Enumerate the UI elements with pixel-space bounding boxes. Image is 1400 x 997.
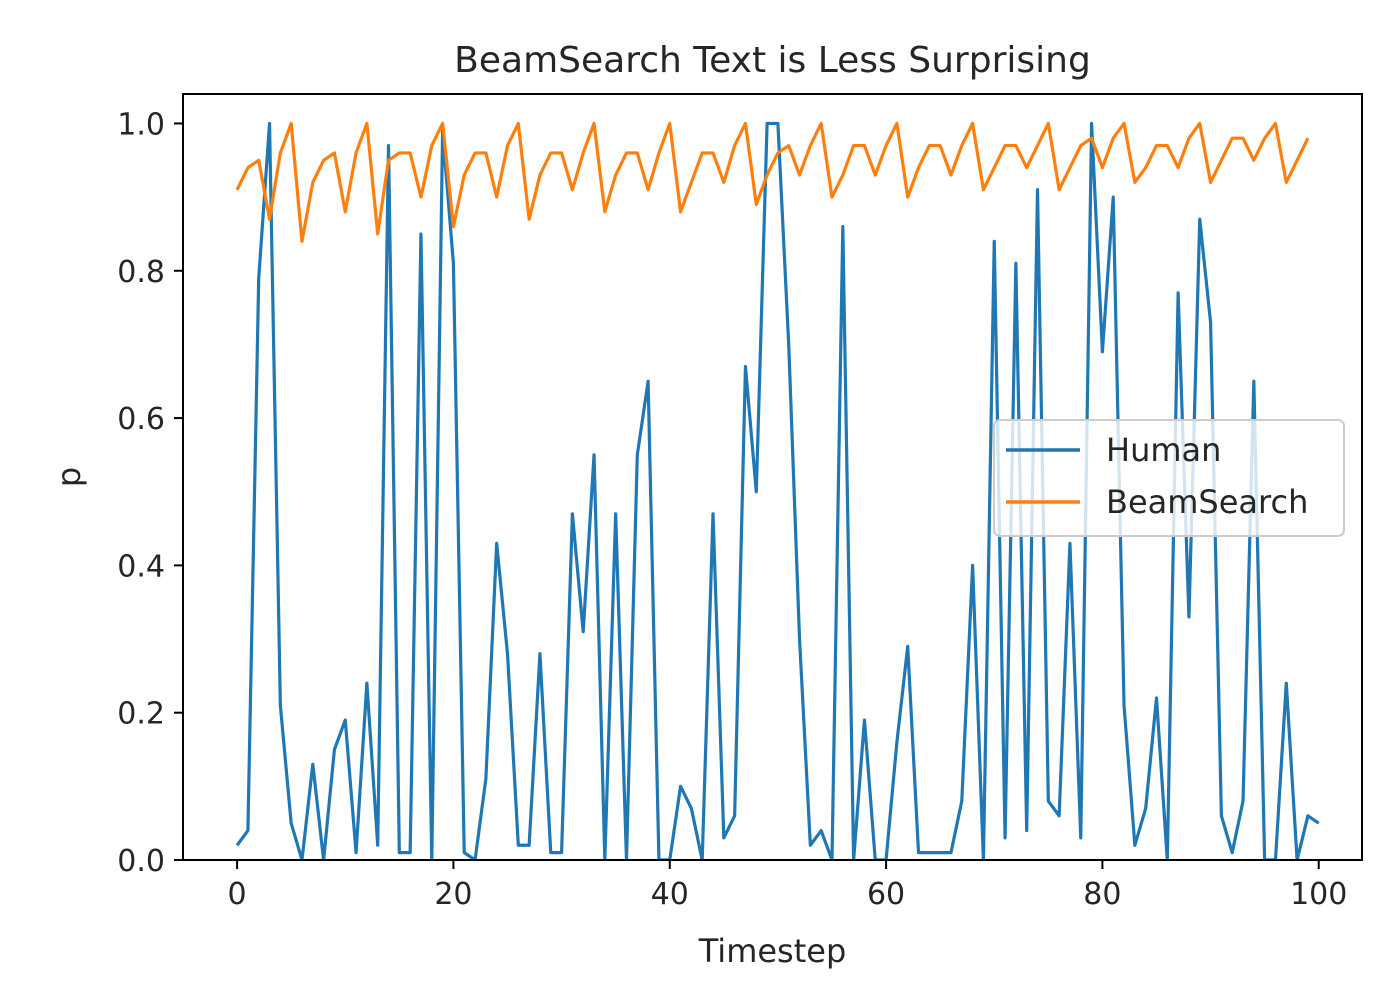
x-tick-label: 100: [1290, 877, 1347, 912]
chart-legend: Human BeamSearch: [993, 419, 1345, 537]
legend-box: [993, 419, 1345, 537]
y-tick-label: 0.8: [117, 255, 165, 290]
legend-label-human: Human: [1106, 431, 1221, 469]
x-tick-label: 80: [1083, 877, 1121, 912]
x-tick-label: 0: [228, 877, 247, 912]
x-tick-label: 20: [434, 877, 472, 912]
legend-label-beamsearch: BeamSearch: [1106, 483, 1308, 521]
x-tick-label: 60: [867, 877, 905, 912]
y-tick-label: 0.6: [117, 402, 165, 437]
plot-area: 0 20 40 60 80 100 0.0 0.2 0.4 0.6 0.8 1.0 Human BeamS…: [117, 93, 1363, 912]
series-line-human: [235, 121, 1320, 860]
series-line-beamsearch: [235, 121, 1310, 243]
x-tick-label: 40: [651, 877, 689, 912]
plot-frame: [182, 93, 1363, 861]
y-tick-label: 1.0: [117, 107, 165, 142]
y-tick-label: 0.0: [117, 844, 165, 879]
y-tick-label: 0.4: [117, 549, 165, 584]
x-axis-label: Timestep: [698, 932, 847, 970]
y-axis-label: p: [50, 467, 88, 487]
y-tick-label: 0.2: [117, 697, 165, 732]
chart-title: BeamSearch Text is Less Surprising: [454, 40, 1091, 81]
